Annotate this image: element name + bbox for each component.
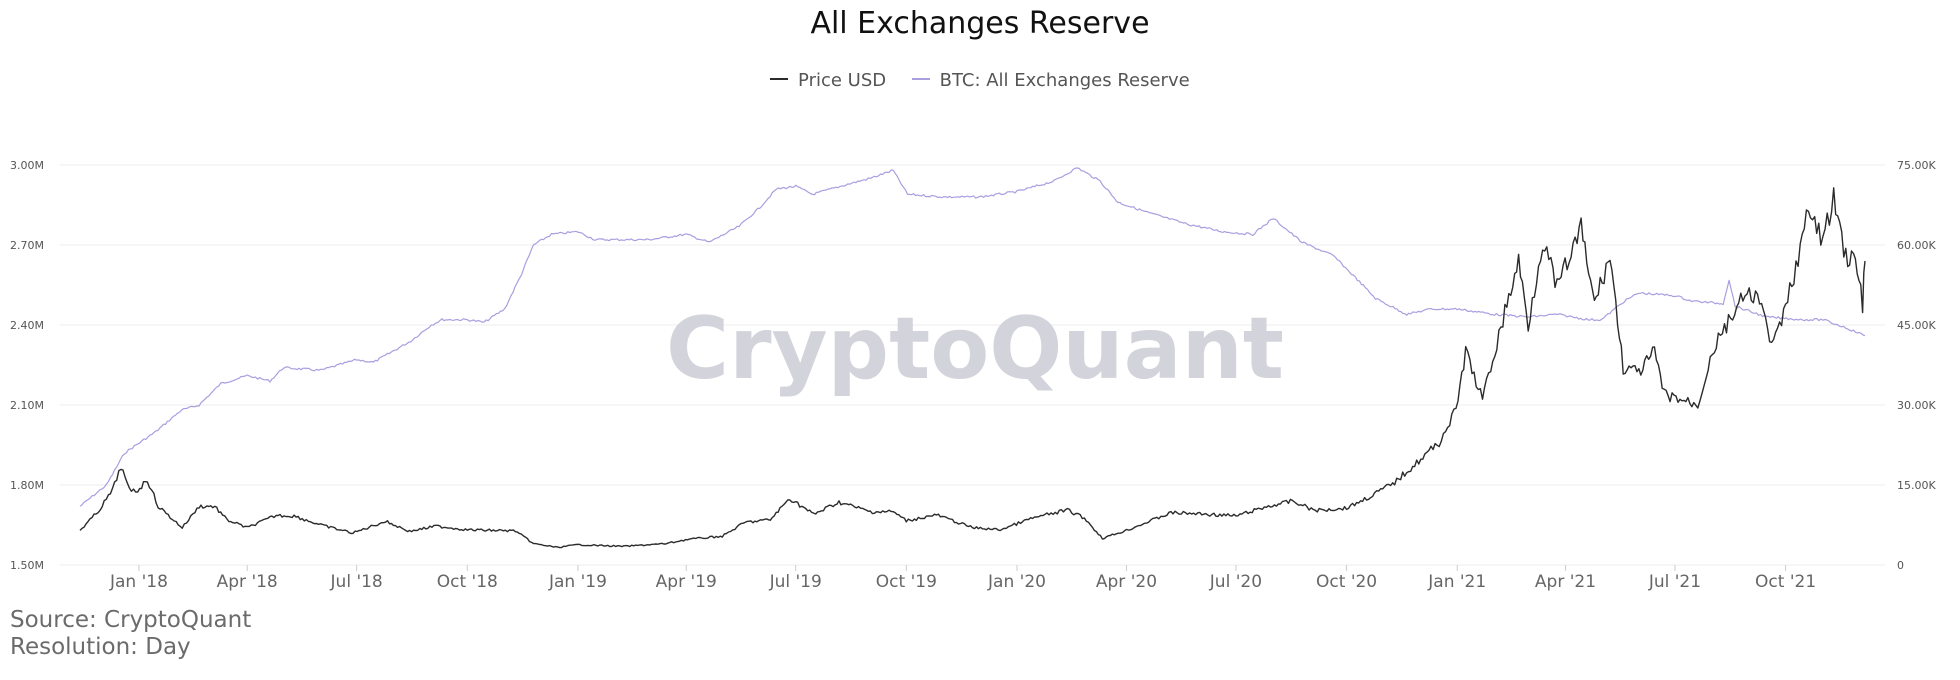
x-tick-label: Jan '21 [1427, 572, 1486, 592]
grid-lines [60, 164, 1885, 571]
watermark-text: CryptoQuant [666, 299, 1284, 399]
y-right-tick-label: 15.00K [1897, 479, 1936, 492]
x-tick-label: Jul '19 [769, 572, 822, 592]
x-tick-label: Oct '20 [1316, 572, 1377, 592]
x-tick-label: Apr '21 [1535, 572, 1596, 592]
footer: Source: CryptoQuant Resolution: Day [10, 607, 251, 661]
y-left-tick-label: 3.00M [10, 159, 44, 172]
legend: Price USD BTC: All Exchanges Reserve [0, 70, 1960, 91]
y-left-tick-label: 1.80M [10, 479, 44, 492]
legend-label-reserve: BTC: All Exchanges Reserve [939, 70, 1190, 91]
legend-label-price: Price USD [798, 70, 887, 91]
y-left-tick-label: 2.70M [10, 239, 44, 252]
x-tick-label: Apr '19 [656, 572, 717, 592]
y-right-tick-label: 30.00K [1897, 399, 1936, 412]
y-left-tick-label: 2.10M [10, 399, 44, 412]
x-tick-label: Apr '18 [217, 572, 278, 592]
x-tick-label: Apr '20 [1096, 572, 1157, 592]
x-tick-label: Oct '19 [876, 572, 937, 592]
x-tick-label: Jan '18 [109, 572, 168, 592]
x-tick-label: Jan '20 [987, 572, 1046, 592]
source-text: Source: CryptoQuant [10, 607, 252, 633]
y-right-tick-label: 60.00K [1897, 239, 1936, 252]
y-right-tick-label: 0 [1897, 559, 1904, 572]
series-lines [79, 167, 1866, 549]
x-tick-label: Jul '20 [1209, 572, 1262, 592]
chart-title: All Exchanges Reserve [810, 6, 1150, 41]
resolution-text: Resolution: Day [10, 634, 191, 660]
y-right-tick-label: 45.00K [1897, 319, 1936, 332]
x-tick-label: Oct '21 [1755, 572, 1816, 592]
y-left-tick-label: 2.40M [10, 319, 44, 332]
x-tick-label: Jul '21 [1648, 572, 1701, 592]
legend-item-price[interactable]: Price USD [770, 70, 886, 91]
exchange-reserve-line[interactable] [79, 167, 1866, 507]
y-right-tick-label: 75.00K [1897, 159, 1936, 172]
price-usd-line[interactable] [79, 187, 1866, 549]
axis-labels: 1.50M 1.80M 2.10M 2.40M 2.70M 3.00M 0 15.00K 30.… [10, 159, 1936, 592]
legend-item-reserve[interactable]: BTC: All Exchanges Reserve [911, 70, 1190, 91]
legend-swatch-price [770, 78, 789, 80]
x-tick-label: Oct '18 [437, 572, 498, 592]
legend-swatch-reserve [911, 78, 930, 80]
x-tick-label: Jul '18 [330, 572, 383, 592]
x-tick-label: Jan '19 [548, 572, 607, 592]
y-left-tick-label: 1.50M [10, 559, 44, 572]
